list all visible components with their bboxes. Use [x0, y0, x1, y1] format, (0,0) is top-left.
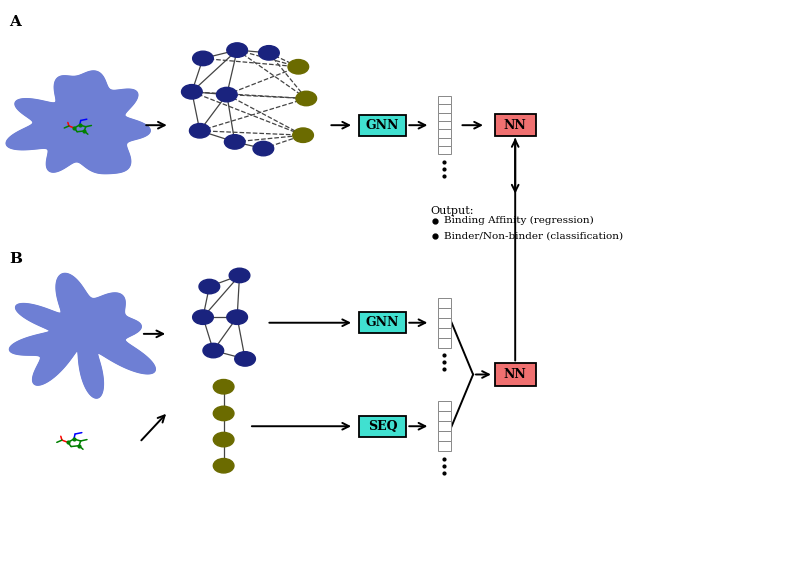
Circle shape: [214, 406, 234, 421]
Circle shape: [190, 124, 210, 138]
Bar: [438, 431, 451, 441]
Circle shape: [214, 432, 234, 447]
Text: NN: NN: [504, 119, 526, 132]
Text: GNN: GNN: [366, 316, 399, 329]
Bar: [438, 298, 451, 308]
Circle shape: [293, 128, 314, 142]
Bar: [438, 318, 451, 328]
Bar: [438, 411, 451, 422]
FancyBboxPatch shape: [494, 114, 536, 137]
Circle shape: [193, 310, 214, 324]
Bar: [438, 129, 451, 138]
Circle shape: [214, 459, 234, 473]
Text: B: B: [9, 252, 22, 266]
Text: Binding Affinity (regression): Binding Affinity (regression): [445, 216, 594, 225]
Text: NN: NN: [504, 368, 526, 381]
Circle shape: [227, 310, 247, 324]
Text: Binder/Non-binder (classification): Binder/Non-binder (classification): [445, 232, 624, 241]
Bar: [438, 401, 451, 411]
FancyBboxPatch shape: [494, 364, 536, 386]
Bar: [438, 96, 451, 105]
Circle shape: [182, 84, 202, 99]
Circle shape: [225, 135, 245, 149]
Text: GNN: GNN: [366, 119, 399, 132]
Text: SEQ: SEQ: [368, 420, 398, 433]
Bar: [438, 112, 451, 121]
Bar: [438, 146, 451, 155]
Bar: [438, 308, 451, 318]
Circle shape: [296, 91, 317, 106]
Circle shape: [234, 352, 255, 366]
FancyBboxPatch shape: [358, 416, 406, 437]
Bar: [438, 138, 451, 146]
Text: Output:: Output:: [430, 206, 474, 216]
FancyBboxPatch shape: [358, 312, 406, 333]
Circle shape: [199, 279, 220, 294]
Polygon shape: [10, 274, 155, 398]
Bar: [438, 105, 451, 112]
Bar: [438, 338, 451, 348]
FancyBboxPatch shape: [358, 115, 406, 136]
Bar: [438, 441, 451, 451]
Circle shape: [214, 379, 234, 394]
Circle shape: [193, 51, 214, 66]
Bar: [438, 328, 451, 338]
Bar: [438, 422, 451, 431]
Text: A: A: [9, 15, 21, 29]
Circle shape: [253, 141, 274, 156]
Polygon shape: [6, 71, 150, 174]
Circle shape: [229, 268, 250, 283]
Circle shape: [258, 46, 279, 60]
Bar: [438, 121, 451, 129]
Circle shape: [227, 43, 247, 57]
Circle shape: [203, 343, 224, 358]
Circle shape: [288, 60, 309, 74]
Circle shape: [217, 87, 237, 102]
